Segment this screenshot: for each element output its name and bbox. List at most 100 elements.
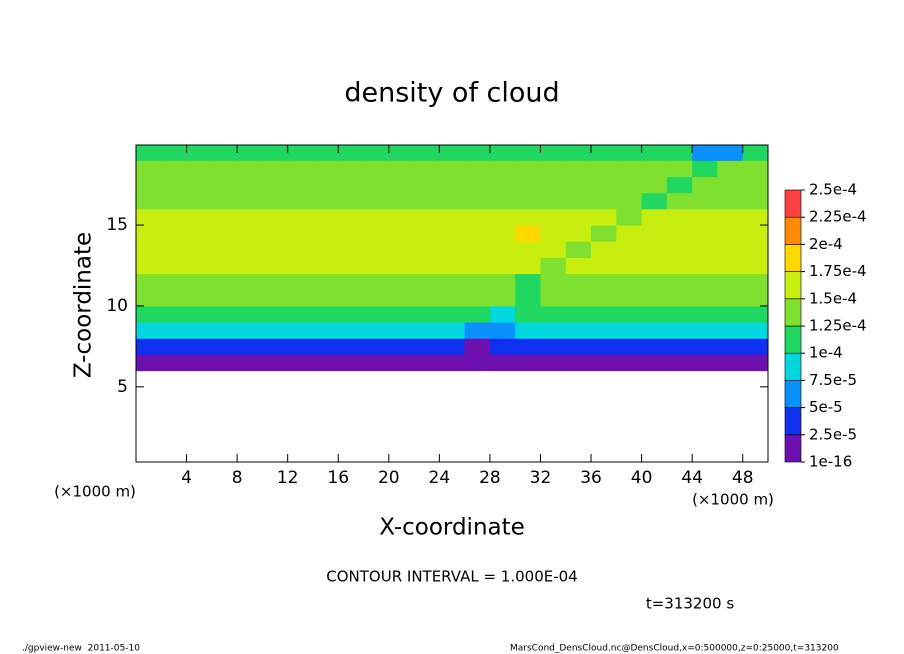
heatmap-cell (338, 322, 365, 339)
heatmap-cell (211, 176, 238, 194)
heatmap-cell (237, 322, 263, 339)
heatmap-cell (414, 145, 440, 161)
heatmap-cell (515, 305, 541, 323)
heatmap-cell (414, 305, 440, 323)
heatmap-cell (565, 192, 592, 210)
heatmap-cell (464, 241, 491, 258)
footer-right: MarsCond_DensCloud.nc@DensCloud,x=0:5000… (510, 644, 839, 654)
heatmap-cell (312, 257, 339, 275)
heatmap-cell (464, 273, 491, 291)
heatmap-cell (591, 257, 617, 275)
heatmap-cell (211, 338, 238, 355)
heatmap-cell (489, 176, 516, 194)
heatmap-cell (287, 208, 314, 226)
heatmap-cell (641, 160, 668, 178)
heatmap-cell (136, 257, 162, 275)
heatmap-cell (666, 273, 693, 291)
heatmap-cell (262, 241, 289, 258)
heatmap-cell (211, 354, 238, 372)
heatmap-cell (742, 322, 768, 339)
heatmap-cell (742, 241, 768, 258)
heatmap-cell (742, 305, 768, 323)
heatmap-cell (186, 192, 213, 210)
x-axis-label: X-coordinate (379, 515, 525, 541)
heatmap-cell (161, 176, 188, 194)
heatmap-cell (666, 322, 693, 339)
heatmap-cell (237, 273, 263, 291)
x-tick-label: 40 (631, 468, 653, 488)
footer-left: ./gpview-new 2011-05-10 (22, 644, 140, 654)
heatmap-cell (515, 192, 541, 210)
heatmap-cell (489, 225, 516, 242)
colorbar-label: 1.5e-4 (809, 289, 857, 307)
heatmap-cell (717, 338, 744, 355)
heatmap-cell (464, 305, 491, 323)
heatmap-cell (237, 192, 263, 210)
heatmap-cell (565, 354, 592, 372)
heatmap-cell (717, 257, 744, 275)
heatmap-cell (616, 305, 643, 323)
heatmap-cell (565, 225, 592, 242)
heatmap-cell (489, 273, 516, 291)
heatmap-cell (439, 338, 466, 355)
heatmap-cell (287, 145, 314, 161)
heatmap-cell (262, 322, 289, 339)
colorbar-label: 7.5e-5 (809, 371, 857, 389)
heatmap-cell (338, 289, 365, 307)
heatmap-cell (439, 225, 466, 242)
heatmap-cell (489, 208, 516, 226)
colorbar-swatch (784, 271, 802, 300)
heatmap-cell (262, 305, 289, 323)
heatmap-cell (161, 273, 188, 291)
heatmap-cell (363, 176, 390, 194)
y-unit: (×1000 m) (54, 483, 136, 501)
heatmap-cell (515, 160, 541, 178)
heatmap-cell (312, 241, 339, 258)
heatmap-cell (692, 176, 718, 194)
heatmap-cell (262, 338, 289, 355)
heatmap-cell (565, 322, 592, 339)
heatmap-cell (136, 176, 162, 194)
heatmap-cell (666, 257, 693, 275)
x-unit: (×1000 m) (692, 491, 774, 509)
heatmap-cell (287, 305, 314, 323)
heatmap-cell (439, 305, 466, 323)
heatmap-cell (439, 241, 466, 258)
heatmap-cell (161, 145, 188, 161)
heatmap-cell (262, 354, 289, 372)
heatmap-cell (312, 289, 339, 307)
heatmap-cell (363, 338, 390, 355)
heatmap-cell (312, 176, 339, 194)
heatmap-cell (414, 225, 440, 242)
heatmap-cell (262, 273, 289, 291)
colorbar-swatch (784, 380, 802, 408)
heatmap-cell (439, 176, 466, 194)
heatmap-cell (717, 192, 744, 210)
heatmap-cell (136, 273, 162, 291)
heatmap-cell (287, 160, 314, 178)
heatmap-cell (641, 176, 668, 194)
heatmap-cell (388, 176, 415, 194)
heatmap-cell (237, 225, 263, 242)
heatmap-cell (211, 225, 238, 242)
heatmap-cell (515, 289, 541, 307)
heatmap-cell (717, 225, 744, 242)
heatmap-cell (414, 192, 440, 210)
heatmap-cell (211, 322, 238, 339)
colorbar-label: 2.5e-4 (809, 181, 857, 199)
x-tick-label: 32 (530, 468, 552, 488)
heatmap-cell (237, 160, 263, 178)
heatmap-cell (666, 192, 693, 210)
heatmap-cell (641, 338, 668, 355)
heatmap-cell (717, 160, 744, 178)
heatmap-cell (363, 241, 390, 258)
heatmap-cell (515, 208, 541, 226)
colorbar-swatch (784, 216, 802, 245)
heatmap-cell (414, 160, 440, 178)
heatmap-cell (262, 160, 289, 178)
heatmap-cell (692, 208, 718, 226)
heatmap-cell (186, 241, 213, 258)
heatmap-cell (262, 192, 289, 210)
colorbar-label: 1.25e-4 (809, 317, 867, 335)
